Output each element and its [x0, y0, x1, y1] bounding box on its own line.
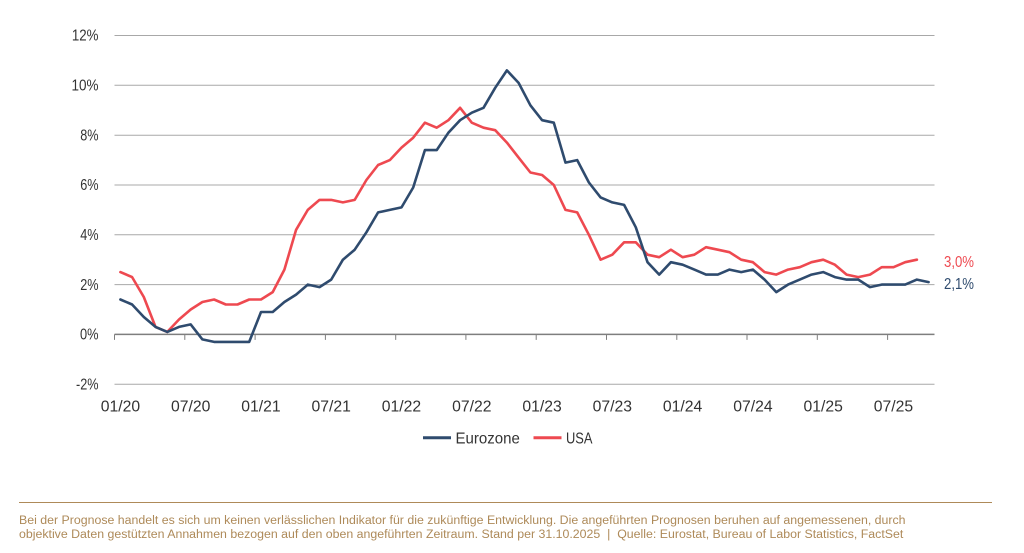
svg-text:2,1%: 2,1%	[944, 276, 974, 293]
svg-text:6%: 6%	[80, 177, 98, 194]
svg-text:07/21: 07/21	[312, 399, 351, 416]
svg-text:07/23: 07/23	[593, 399, 632, 416]
svg-text:8%: 8%	[80, 127, 98, 144]
svg-text:12%: 12%	[72, 28, 99, 45]
svg-text:-2%: -2%	[76, 376, 99, 393]
svg-text:4%: 4%	[80, 227, 98, 244]
svg-text:3,0%: 3,0%	[944, 254, 974, 271]
svg-text:01/25: 01/25	[804, 399, 843, 416]
svg-text:01/21: 01/21	[241, 399, 280, 416]
svg-text:USA: USA	[566, 431, 593, 448]
svg-text:07/22: 07/22	[452, 399, 491, 416]
svg-text:01/23: 01/23	[522, 399, 561, 416]
svg-text:10%: 10%	[72, 78, 99, 95]
svg-text:07/24: 07/24	[733, 399, 772, 416]
svg-text:07/25: 07/25	[874, 399, 913, 416]
svg-text:01/22: 01/22	[382, 399, 421, 416]
svg-text:01/24: 01/24	[663, 399, 702, 416]
svg-text:2%: 2%	[80, 277, 98, 294]
svg-text:07/20: 07/20	[171, 399, 210, 416]
svg-text:0%: 0%	[80, 327, 99, 344]
svg-text:Eurozone: Eurozone	[456, 431, 520, 448]
svg-text:01/20: 01/20	[101, 399, 140, 416]
